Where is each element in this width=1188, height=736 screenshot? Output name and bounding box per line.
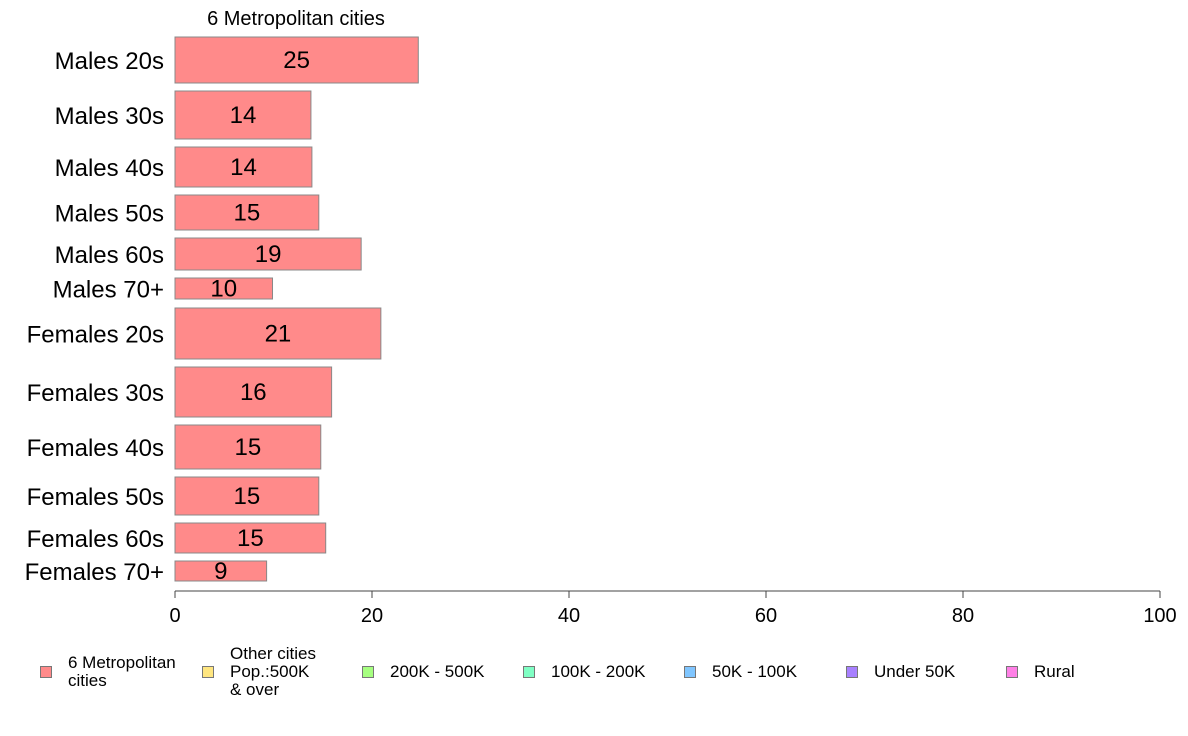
data-label: 25 — [283, 47, 310, 74]
bar-males-30s — [174, 90, 312, 140]
bar-females-30s — [174, 366, 333, 418]
bar-females-60s — [174, 522, 327, 554]
x-tick-label: 80 — [952, 605, 974, 627]
category-label: Females 30s — [27, 380, 164, 407]
data-label: 21 — [265, 321, 292, 348]
category-label: Females 40s — [27, 435, 164, 462]
x-tick-label: 60 — [755, 605, 777, 627]
category-label: Males 20s — [55, 48, 164, 75]
x-tick-label: 0 — [169, 605, 180, 627]
x-tick-label: 100 — [1143, 605, 1176, 627]
category-label: Males 40s — [55, 155, 164, 182]
bar-males-40s — [174, 146, 313, 188]
data-label: 15 — [237, 525, 264, 552]
data-label: 19 — [255, 241, 282, 268]
x-tick-label: 20 — [361, 605, 383, 627]
category-label: Females 20s — [27, 322, 164, 349]
chart-title: 6 Metropolitan cities — [207, 8, 385, 30]
bar-females-50s — [174, 476, 320, 516]
x-tick-label: 40 — [558, 605, 580, 627]
category-label: Females 70+ — [25, 559, 164, 586]
bar-males-20s — [174, 36, 419, 84]
category-label: Males 70+ — [53, 277, 164, 304]
bar-females-70- — [174, 560, 268, 582]
data-label: 16 — [240, 379, 267, 406]
data-label: 9 — [214, 558, 227, 585]
bar-females-40s — [174, 424, 322, 470]
category-label: Females 60s — [27, 526, 164, 553]
data-label: 10 — [210, 276, 237, 303]
bar-males-60s — [174, 237, 362, 271]
data-label: 15 — [234, 200, 261, 227]
category-label: Males 60s — [55, 242, 164, 269]
category-label: Males 50s — [55, 201, 164, 228]
category-label: Females 50s — [27, 484, 164, 511]
data-label: 14 — [230, 154, 257, 181]
data-label: 15 — [235, 434, 262, 461]
bar-males-50s — [174, 194, 320, 231]
category-label: Males 30s — [55, 103, 164, 130]
data-label: 15 — [234, 483, 261, 510]
bar-females-20s — [174, 307, 382, 360]
data-label: 14 — [230, 102, 257, 129]
bar-males-70- — [174, 277, 274, 300]
